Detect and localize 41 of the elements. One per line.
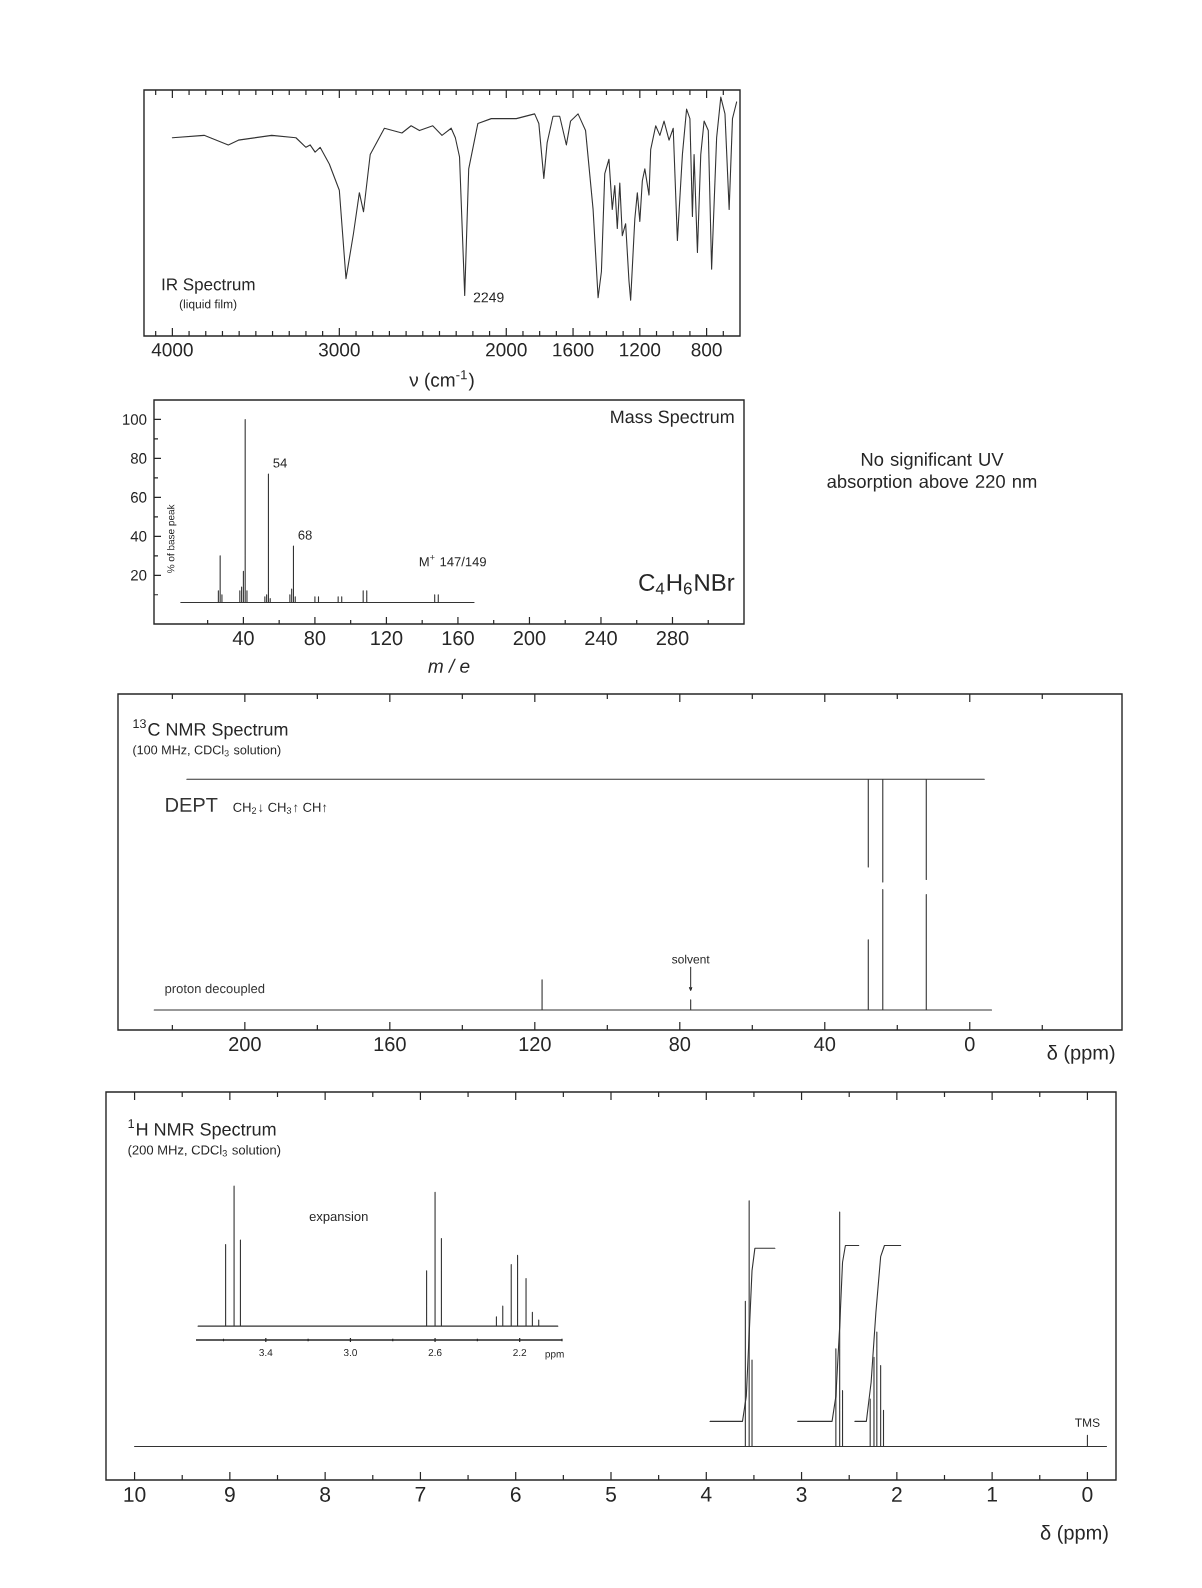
x-tick-label: 120 <box>519 1037 551 1052</box>
chart-title: $^{1}$H NMR Spectrum <box>128 1119 276 1140</box>
x-tick-label: 4000 <box>151 343 193 357</box>
x-tick-label: 6 <box>510 1487 521 1502</box>
x-tick-label: 2000 <box>486 343 527 357</box>
text: IR Spectrum <box>162 278 255 294</box>
text: Mass Spectrum <box>611 410 734 427</box>
x-tick-label: 4 <box>700 1487 712 1502</box>
x-tick-label: 120 <box>371 631 403 646</box>
x-axis-title: ν (cm$^{-1}$) <box>409 370 474 391</box>
x-tick-label: 800 <box>691 343 722 357</box>
x-tick-label: 40 <box>232 631 254 646</box>
x-tick-label: 7 <box>415 1487 426 1502</box>
chart-title: $^{13}$C NMR Spectrum <box>133 719 288 740</box>
text: No significant UV absorption above 220 nm <box>827 452 1037 492</box>
x-axis-title: δ (ppm) <box>1040 1525 1108 1544</box>
x-tick-label: 10 <box>124 1487 146 1502</box>
x-tick-label: 0 <box>964 1037 975 1052</box>
x-tick-label: 5 <box>606 1487 616 1502</box>
x-tick-label: 1200 <box>620 343 661 357</box>
x-tick-label: 1600 <box>553 343 594 357</box>
x-tick-label: 0 <box>1082 1487 1093 1502</box>
x-axis-title: m / e <box>428 658 470 673</box>
x-tick-label: 160 <box>442 631 474 646</box>
x-tick-label: 200 <box>229 1037 261 1052</box>
x-tick-label: 80 <box>669 1037 691 1052</box>
x-tick-label: 3 <box>796 1487 807 1502</box>
x-tick-label: 200 <box>513 631 546 646</box>
x-tick-label: 9 <box>225 1487 235 1502</box>
x-tick-label: 280 <box>656 631 689 646</box>
x-tick-label: 80 <box>304 631 326 646</box>
annotation: C$_{4}$H$_{6}$NBr <box>639 573 735 595</box>
x-tick-label: 240 <box>585 631 617 646</box>
x-tick-label: 2 <box>892 1487 902 1502</box>
x-axis-title: δ (ppm) <box>1047 1045 1115 1064</box>
x-tick-label: 8 <box>320 1487 331 1502</box>
x-tick-label: 3000 <box>318 343 360 357</box>
series-label: DEPT <box>166 798 218 812</box>
x-tick-label: 160 <box>374 1037 406 1052</box>
x-tick-label: 40 <box>814 1037 836 1052</box>
x-tick-label: 1 <box>987 1487 997 1502</box>
